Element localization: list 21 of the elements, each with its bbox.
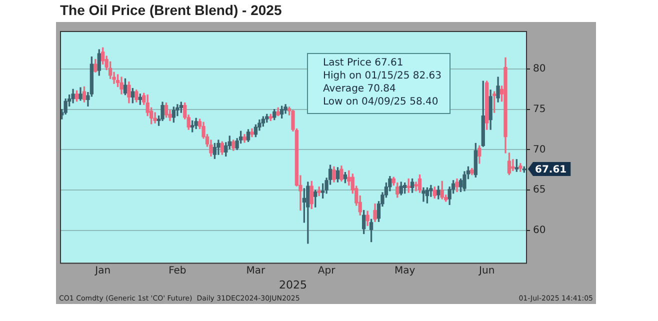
x-tick-label: Jun — [478, 265, 495, 276]
candlestick — [511, 159, 515, 172]
x-tick-label: Apr — [318, 265, 336, 276]
annotation: Average 70.84 — [323, 84, 396, 95]
y-tick-label: 70 — [533, 144, 546, 156]
candlestick — [406, 178, 410, 193]
y-tick-label: 65 — [533, 184, 546, 196]
annotation: Low on 04/09/25 58.40 — [323, 96, 438, 108]
x-tick-label: Jan — [94, 265, 111, 276]
chart-title: The Oil Price (Brent Blend) - 2025 — [60, 2, 282, 18]
annotation: Last Price 67.61 — [323, 58, 404, 69]
y-tick-label: 75 — [533, 104, 546, 115]
y-tick-label: 60 — [533, 225, 546, 236]
x-tick-label: Feb — [168, 265, 186, 276]
x-tick-label: May — [394, 265, 416, 276]
annotation: High on 01/15/25 82.63 — [323, 70, 442, 82]
x-tick-label: Mar — [246, 265, 266, 276]
annotation: 67.61 — [535, 164, 567, 176]
x-axis-title: 2025 — [279, 278, 307, 292]
y-tick-label: 80 — [533, 64, 546, 75]
candlestick — [422, 187, 426, 202]
